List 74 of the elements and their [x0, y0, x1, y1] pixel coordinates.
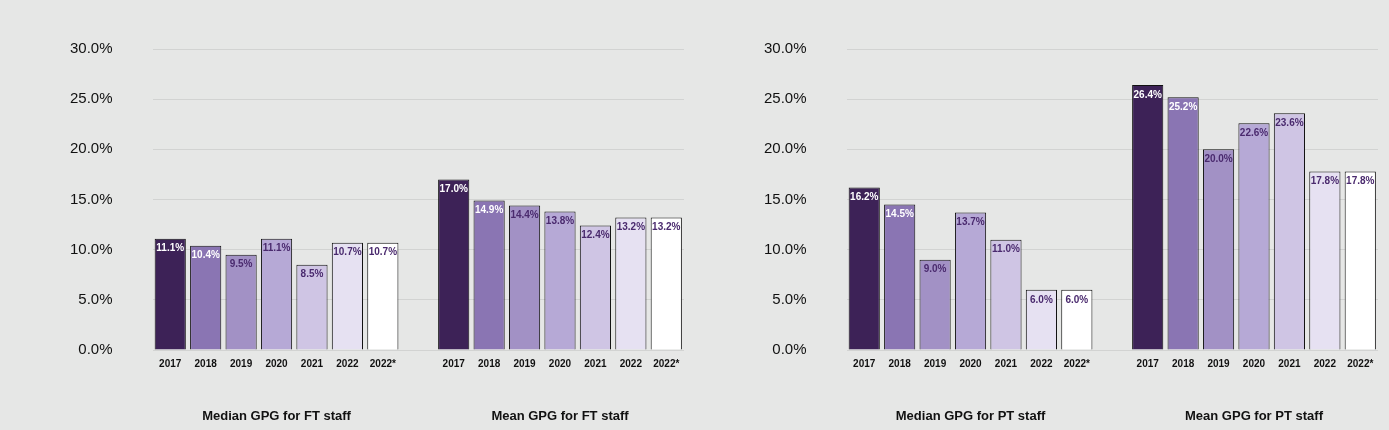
x-tick-label: 2022* [653, 357, 680, 369]
data-label: 26.4% [1133, 88, 1162, 100]
y-tick-label: 5.0% [772, 289, 807, 307]
y-tick-label: 0.0% [772, 340, 807, 358]
data-label: 11.0% [992, 243, 1020, 255]
text: Mean GPG for FT staff [491, 408, 630, 423]
data-label: 17.8% [1310, 175, 1340, 187]
x-tick-label: 2022 [619, 357, 643, 369]
y-tick-label: 15.0% [763, 189, 807, 207]
y-tick-label: 5.0% [78, 289, 113, 307]
y-tick-label: 15.0% [69, 189, 113, 207]
y-tick-label: 30.0% [69, 39, 113, 57]
data-label: 17.8% [1346, 175, 1375, 187]
x-tick-label: 2017 [1136, 357, 1160, 369]
x-tick-label: 2021 [1278, 357, 1301, 369]
data-label: 14.4% [510, 209, 539, 221]
data-label: 6.0% [1065, 293, 1089, 305]
data-label: 11.1% [262, 242, 291, 254]
y-tick-label: 20.0% [69, 139, 113, 157]
x-tick-label: 2021 [584, 357, 607, 369]
x-tick-label: 2021 [300, 357, 324, 369]
data-label: 13.7% [956, 216, 985, 228]
y-tick-label: 10.0% [69, 239, 113, 257]
text: Median GPG for FT staff [202, 408, 352, 423]
data-label: 22.6% [1239, 127, 1269, 138]
x-tick-label: 2020 [265, 357, 289, 369]
data-label: 10.7% [333, 246, 362, 258]
text: Median GPG for PT staff [895, 408, 1046, 423]
data-label: 10.7% [368, 246, 398, 258]
x-tick-label: 2020 [548, 357, 572, 369]
data-label: 16.2% [850, 191, 879, 203]
x-tick-label: 2022 [336, 357, 359, 369]
data-label: 13.8% [545, 215, 575, 227]
x-tick-label: 2017 [159, 357, 182, 369]
data-label: 20.0% [1204, 153, 1233, 165]
y-tick-label: 20.0% [763, 139, 807, 157]
data-label: 23.6% [1275, 116, 1304, 128]
data-label: 13.2% [652, 221, 681, 233]
y-tick-label: 25.0% [763, 89, 807, 107]
x-tick-label: 2022* [369, 357, 397, 369]
x-tick-label: 2022 [1030, 357, 1053, 369]
x-tick-label: 2019 [923, 357, 947, 369]
y-tick-label: 30.0% [763, 39, 807, 57]
data-label: 25.2% [1168, 100, 1198, 112]
x-tick-label: 2018 [478, 357, 501, 369]
x-tick-label: 2022 [1313, 357, 1337, 369]
x-tick-label: 2018 [194, 357, 218, 369]
text: Mean GPG for PT staff [1185, 408, 1324, 423]
y-tick-label: 25.0% [69, 89, 113, 107]
x-tick-label: 2017 [853, 357, 876, 369]
data-label: 10.4% [191, 249, 220, 261]
x-tick-label: 2019 [229, 357, 253, 369]
x-tick-label: 2018 [888, 357, 912, 369]
data-label: 12.4% [581, 229, 610, 241]
x-tick-label: 2020 [1242, 357, 1266, 369]
data-label: 11.1% [156, 242, 185, 254]
x-tick-label: 2020 [959, 357, 983, 369]
y-tick-label: 0.0% [78, 340, 113, 358]
data-label: 14.5% [885, 208, 914, 220]
x-tick-label: 2017 [442, 357, 466, 369]
x-tick-label: 2019 [1207, 357, 1231, 369]
x-tick-label: 2018 [1172, 357, 1195, 369]
data-label: 8.5% [300, 268, 324, 280]
x-tick-label: 2021 [994, 357, 1018, 369]
data-label: 13.2% [616, 221, 646, 233]
data-label: 14.9% [474, 204, 504, 216]
data-label: 9.5% [229, 258, 253, 270]
data-label: 9.0% [923, 263, 947, 275]
x-tick-label: 2022* [1063, 357, 1091, 369]
x-tick-label: 2022* [1347, 357, 1374, 369]
x-tick-label: 2019 [513, 357, 537, 369]
data-label: 17.0% [439, 183, 468, 195]
y-tick-label: 10.0% [763, 239, 807, 257]
data-label: 6.0% [1030, 293, 1053, 305]
